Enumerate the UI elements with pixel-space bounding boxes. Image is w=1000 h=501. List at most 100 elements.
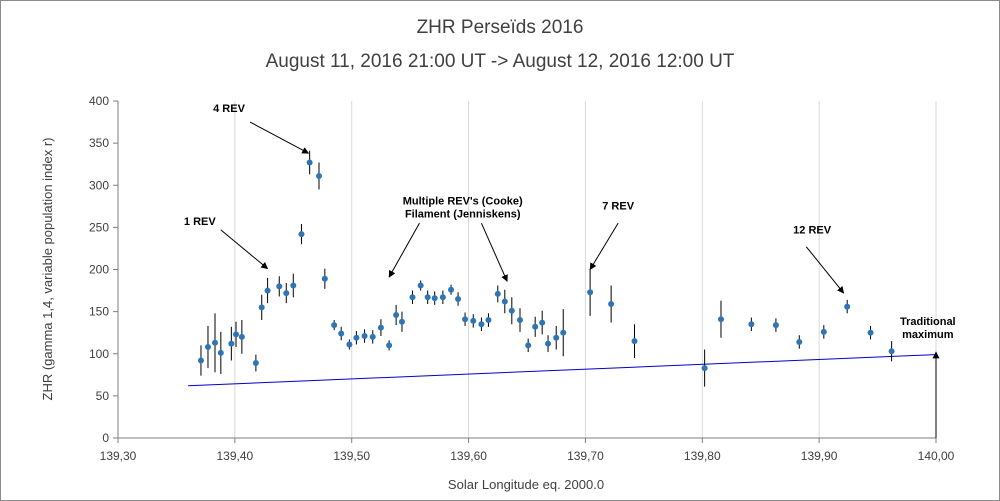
annotation-arrow xyxy=(388,222,420,278)
data-point xyxy=(525,342,532,349)
y-tick-label: 50 xyxy=(96,389,110,403)
axes xyxy=(113,100,937,443)
data-point xyxy=(298,231,305,238)
data-point xyxy=(888,348,895,355)
data-point xyxy=(252,360,259,367)
data-point xyxy=(398,318,405,325)
y-axis-label: ZHR (gamma 1,4, variable population inde… xyxy=(40,137,55,400)
data-point xyxy=(560,329,567,336)
data-point xyxy=(462,316,469,323)
data-point xyxy=(217,349,224,356)
data-point xyxy=(545,340,552,347)
data-point xyxy=(470,317,477,324)
x-tick-label: 139,90 xyxy=(801,449,838,463)
data-point xyxy=(369,333,376,340)
tick-labels: 139,30 139,40 139,50 139,60 139,70 139,80 139,… xyxy=(89,94,955,463)
data-point xyxy=(553,334,560,341)
x-tick-label: 139,70 xyxy=(567,449,604,463)
annotation-arrow xyxy=(249,121,310,154)
data-point xyxy=(508,307,515,314)
data-point xyxy=(409,294,416,301)
data-point xyxy=(701,365,708,372)
data-point xyxy=(417,282,424,289)
data-point xyxy=(283,290,290,297)
annotation-label: 12 REV xyxy=(793,224,832,236)
data-point xyxy=(532,323,539,330)
data-point xyxy=(211,339,218,346)
data-point xyxy=(448,286,455,293)
data-point xyxy=(276,283,283,290)
data-point xyxy=(717,316,724,323)
data-point xyxy=(494,290,501,297)
data-point xyxy=(233,331,240,338)
annotation-label: Multiple REV's (Cooke) Filament (Jenniske… xyxy=(403,196,523,221)
data-points xyxy=(197,150,895,387)
x-tick-label: 139,60 xyxy=(450,449,487,463)
data-point xyxy=(228,340,235,347)
data-point xyxy=(315,172,322,179)
trend-line-group xyxy=(188,354,937,387)
data-point xyxy=(516,317,523,324)
data-point xyxy=(772,322,779,329)
data-point xyxy=(608,301,615,308)
data-point xyxy=(867,329,874,336)
data-point xyxy=(455,295,462,302)
x-tick-label: 139,80 xyxy=(684,449,721,463)
data-point xyxy=(353,334,360,341)
annotations: 4 REV 1 REV Multiple REV's (Cooke) Filament… xyxy=(184,103,956,438)
annotation-arrow xyxy=(589,222,619,271)
data-point xyxy=(424,294,431,301)
x-tick-label: 140,00 xyxy=(918,449,955,463)
annotation-label: Traditional maximum xyxy=(900,316,956,341)
y-tick-label: 300 xyxy=(89,178,109,192)
data-point xyxy=(204,344,211,351)
y-tick-label: 0 xyxy=(102,431,109,445)
data-point xyxy=(844,303,851,310)
y-tick-label: 200 xyxy=(89,263,109,277)
data-point xyxy=(485,317,492,324)
data-point xyxy=(796,338,803,345)
data-point xyxy=(748,321,755,328)
data-point xyxy=(264,287,271,294)
annotation-arrow xyxy=(805,246,845,294)
data-point xyxy=(338,330,345,337)
data-point xyxy=(478,321,485,328)
annotation-label: 7 REV xyxy=(602,201,634,213)
data-point xyxy=(377,324,384,331)
data-point xyxy=(587,289,594,296)
data-point xyxy=(321,275,328,282)
x-tick-label: 139,30 xyxy=(100,449,137,463)
data-point xyxy=(431,295,438,302)
data-point xyxy=(631,338,638,345)
data-point xyxy=(361,333,368,340)
data-point xyxy=(197,357,204,364)
annotation-label: 4 REV xyxy=(213,103,245,115)
y-tick-label: 100 xyxy=(89,347,109,361)
chart-subtitle: August 11, 2016 21:00 UT -> August 12, 2… xyxy=(266,51,735,72)
data-point xyxy=(393,311,400,318)
data-point xyxy=(539,319,546,326)
data-point xyxy=(238,333,245,340)
grid-lines xyxy=(234,101,937,438)
data-point xyxy=(258,304,265,311)
y-tick-label: 350 xyxy=(89,136,109,150)
annotation-arrow xyxy=(220,229,269,270)
data-point xyxy=(306,159,313,166)
chart-title: ZHR Perseïds 2016 xyxy=(417,17,584,38)
data-point xyxy=(820,328,827,335)
x-tick-label: 139,50 xyxy=(333,449,370,463)
data-point xyxy=(290,282,297,289)
annotation-arrow xyxy=(480,222,508,282)
data-point xyxy=(331,322,338,329)
trend-line xyxy=(188,354,937,387)
annotation-label: 1 REV xyxy=(184,216,216,228)
x-axis-label: Solar Longitude eq. 2000.0 xyxy=(448,477,604,492)
data-point xyxy=(386,342,393,349)
data-point xyxy=(346,341,353,348)
y-tick-label: 150 xyxy=(89,305,109,319)
data-point xyxy=(439,294,446,301)
y-tick-label: 400 xyxy=(89,94,109,108)
x-tick-label: 139,40 xyxy=(217,449,254,463)
